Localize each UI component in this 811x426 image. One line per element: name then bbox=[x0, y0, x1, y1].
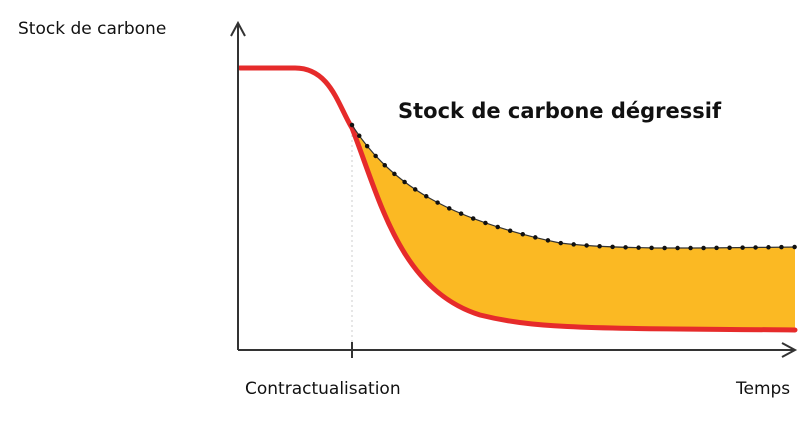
x-axis-label: Temps bbox=[735, 379, 790, 399]
y-axis-arrow bbox=[230, 20, 246, 37]
y-axis-label: Stock de carbone bbox=[18, 19, 166, 39]
x-marker-label: Contractualisation bbox=[245, 379, 401, 399]
area-label: Stock de carbone dégressif bbox=[398, 99, 722, 123]
red-curve bbox=[237, 65, 798, 333]
reduction-area bbox=[352, 125, 795, 330]
x-axis-arrow bbox=[781, 342, 798, 358]
dotted-curve-dots bbox=[349, 122, 798, 251]
